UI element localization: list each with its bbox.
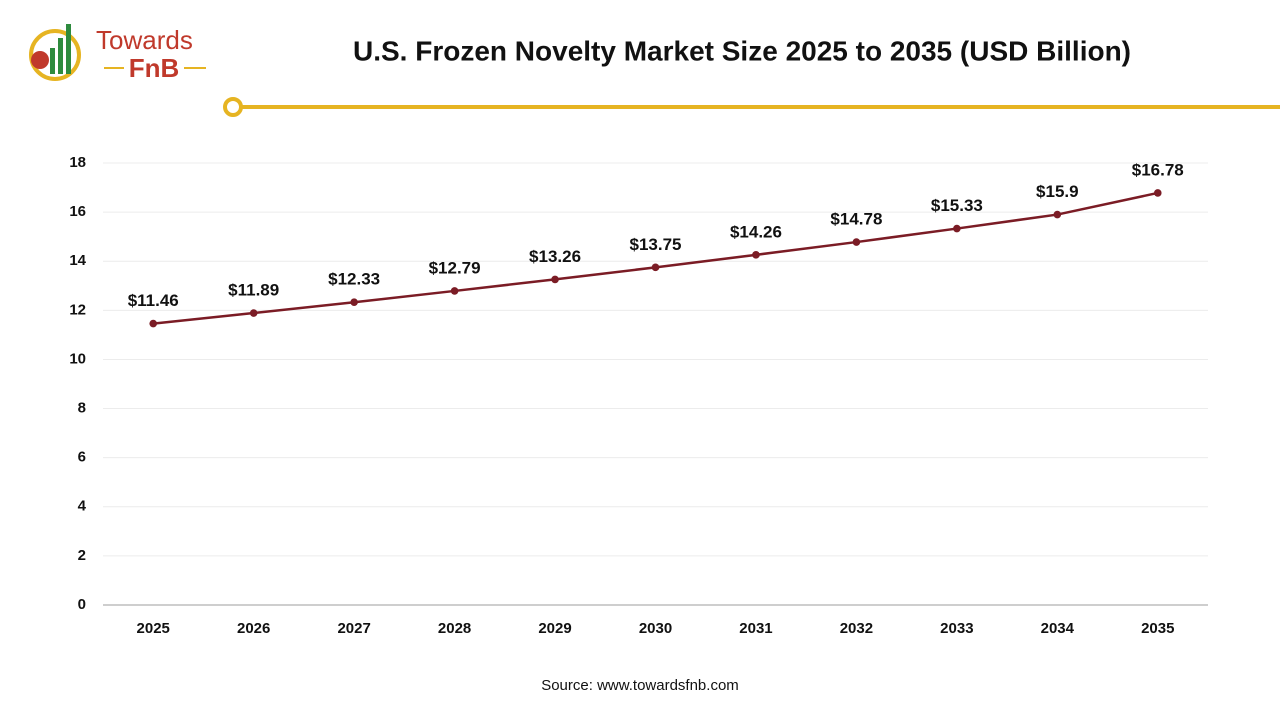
logo-text: FnB: [129, 53, 180, 83]
x-tick-label: 2025: [137, 620, 170, 637]
data-label: $13.26: [529, 247, 581, 266]
data-point: [249, 309, 258, 317]
data-label: $12.33: [328, 270, 380, 289]
data-point: [1153, 189, 1162, 197]
y-tick-label: 6: [78, 449, 86, 466]
logo-bar: [66, 24, 71, 74]
x-tick-label: 2027: [337, 620, 370, 637]
data-label: $14.26: [730, 222, 782, 241]
data-label: $11.46: [128, 291, 179, 310]
data-point: [450, 287, 459, 295]
y-tick-label: 12: [69, 301, 86, 318]
y-tick-label: 4: [78, 498, 87, 515]
x-tick-label: 2031: [739, 620, 772, 637]
y-tick-label: 16: [69, 203, 86, 220]
data-point: [651, 263, 660, 272]
logo-text: Towards: [96, 25, 193, 55]
logo: Towards FnB: [29, 24, 206, 83]
data-point: [1053, 210, 1062, 219]
data-point: [350, 298, 358, 307]
x-tick-label: 2035: [1141, 620, 1174, 637]
x-tick-label: 2032: [840, 620, 873, 637]
x-tick-label: 2030: [639, 620, 672, 637]
data-label: $15.33: [931, 196, 983, 215]
data-point: [953, 224, 961, 233]
data-point: [852, 238, 861, 246]
y-tick-label: 0: [78, 596, 86, 613]
data-label: $16.78: [1132, 160, 1184, 179]
x-tick-label: 2033: [940, 620, 973, 637]
data-label: $13.75: [630, 235, 682, 254]
title-rule-dot: [223, 97, 243, 117]
x-tick-label: 2034: [1041, 620, 1075, 637]
x-tick-label: 2028: [438, 620, 471, 637]
logo-dot: [31, 51, 49, 69]
data-point: [752, 251, 760, 259]
data-point: [551, 275, 559, 284]
data-label: $12.79: [429, 258, 481, 277]
y-tick-label: 14: [69, 252, 86, 269]
logo-bar: [58, 38, 63, 74]
chart-title: U.S. Frozen Novelty Market Size 2025 to …: [353, 35, 1131, 66]
x-tick-label: 2026: [237, 620, 270, 637]
data-label: $15.9: [1036, 182, 1079, 201]
logo-ring: [29, 29, 81, 81]
logo-bar: [50, 48, 55, 74]
y-tick-label: 2: [78, 547, 86, 564]
data-point: [149, 319, 158, 328]
y-tick-label: 10: [69, 350, 86, 367]
data-label: $11.89: [228, 281, 279, 300]
y-tick-label: 18: [69, 154, 86, 171]
y-tick-label: 8: [78, 400, 86, 417]
source-note: Source: www.towardsfnb.com: [541, 677, 739, 694]
x-tick-label: 2029: [538, 620, 571, 637]
data-label: $14.78: [830, 210, 882, 229]
